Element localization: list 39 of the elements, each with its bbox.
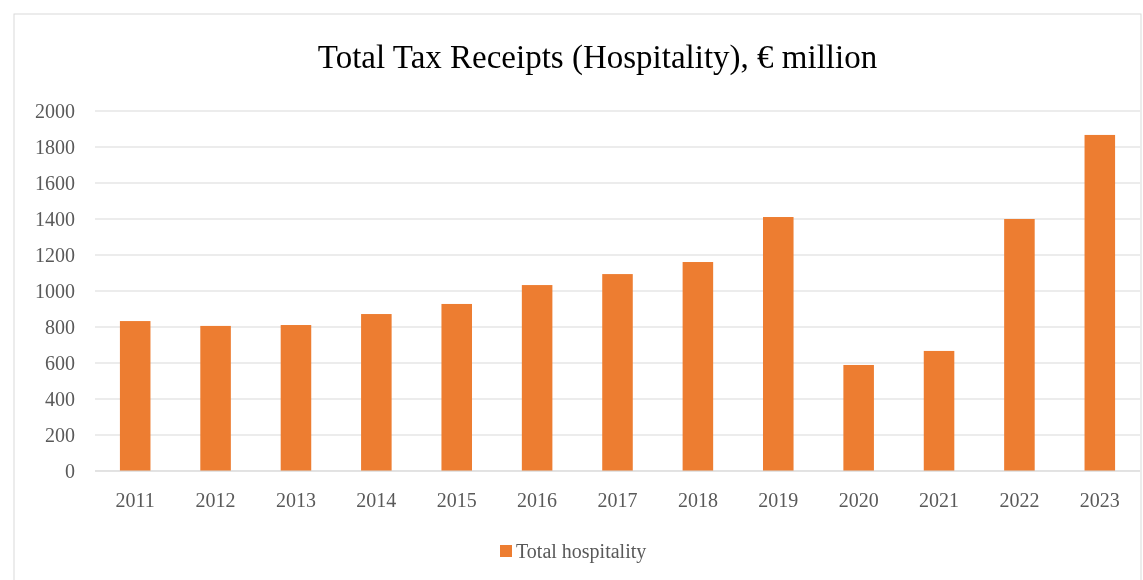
bar [602, 274, 633, 471]
bar [361, 314, 392, 471]
x-tick-label: 2011 [115, 489, 155, 511]
y-tick-label: 600 [45, 352, 75, 374]
y-tick-label: 1200 [35, 244, 75, 266]
bar [521, 285, 553, 471]
x-tick-label: 2014 [356, 489, 397, 511]
x-tick-label: 2018 [677, 489, 718, 511]
bar [843, 364, 874, 471]
y-tick-label: 200 [45, 424, 75, 446]
bar [1004, 219, 1035, 471]
x-tick-label: 2016 [517, 489, 558, 511]
x-tick-label: 2012 [195, 489, 236, 511]
x-tick-label: 2021 [919, 489, 960, 511]
x-tick-label: 2013 [275, 489, 316, 511]
y-tick-label: 2000 [35, 100, 75, 122]
bar [1084, 134, 1116, 471]
x-tick-label: 2019 [758, 489, 799, 511]
x-tick-label: 2020 [838, 489, 879, 511]
bar [763, 217, 794, 471]
x-tick-label: 2017 [597, 489, 638, 511]
y-tick-label: 800 [45, 316, 75, 338]
x-tick-label: 2022 [999, 489, 1040, 511]
bar [682, 262, 714, 471]
bar [441, 303, 472, 471]
y-tick-label: 400 [45, 388, 75, 410]
y-tick-label: 1600 [35, 172, 75, 194]
y-tick-label: 0 [65, 460, 75, 482]
chart-title: Total Tax Receipts (Hospitality), € million [317, 39, 878, 76]
x-tick-label: 2015 [436, 489, 477, 511]
y-tick-label: 1000 [35, 280, 75, 302]
legend-label: Total hospitality [516, 540, 647, 563]
bar [280, 325, 312, 471]
bar [119, 321, 151, 471]
bar [200, 325, 231, 471]
y-tick-label: 1400 [35, 208, 75, 230]
y-tick-label: 1800 [35, 136, 75, 158]
x-tick-label: 2023 [1079, 489, 1120, 511]
bar [923, 350, 955, 471]
